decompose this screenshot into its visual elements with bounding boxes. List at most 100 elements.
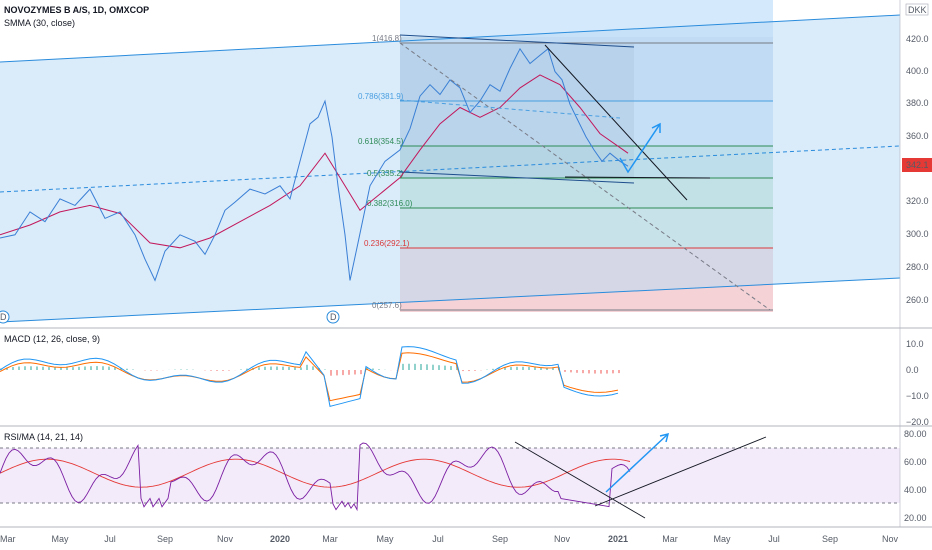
macd-histogram-bar [12,366,14,370]
macd-histogram-bar [594,370,596,374]
price-tick-label: 300.0 [906,229,929,239]
macd-histogram-bar [276,366,278,370]
current-price-label: 342.1 [906,160,929,170]
time-tick-label: Mar [322,534,338,544]
time-tick-label: May [51,534,69,544]
currency-badge [905,3,929,16]
fib-level-label: 0.382(316.0) [367,199,413,208]
macd-histogram-bar [222,370,224,371]
dividend-marker[interactable] [0,310,10,324]
projection-arrowhead [651,122,661,133]
macd-histogram-bar [288,366,290,370]
main-pane[interactable]: 1(416.8) 0.786(381.9) 0.618(354.5) 0.5(335.… [0,0,901,324]
macd-histogram-bar [96,366,98,370]
fib-level-label: 0.618(354.5) [358,137,404,146]
macd-histogram-bar [36,366,38,370]
support-line [564,176,711,179]
rsi-ma-line [0,458,631,488]
macd-histogram-bar [300,367,302,370]
macd-histogram-bar [546,367,548,370]
rsi-band [0,448,900,503]
indicator-title: SMMA (30, close) [4,18,75,28]
macd-histogram-bar [108,366,110,370]
time-axis[interactable]: Mar May Jul Sep Nov 2020 Mar May Jul Sep Nov 2021 Ma… [0,534,898,544]
macd-tick-label: −20.0 [906,417,929,427]
macd-histogram-bar [510,367,512,370]
macd-histogram-bar [306,364,308,370]
macd-tick-label: 10.0 [906,339,924,349]
bottom-trendline [399,171,635,184]
macd-histogram-bar [240,369,242,370]
fib-level-label: 0.5(335.2) [367,169,404,178]
macd-histogram-bar [570,370,572,373]
macd-histogram-bar [516,366,518,370]
macd-histogram-bar [264,366,266,370]
macd-histogram-bar [408,363,410,370]
rsi-downtrend-line [514,441,646,519]
time-tick-label: Jul [104,534,116,544]
price-tick-label: 280.0 [906,262,929,272]
projection-arrow [619,123,661,174]
macd-histogram-bar [336,370,338,376]
time-tick-label: Sep [157,534,173,544]
macd-histogram-bar [30,366,32,370]
macd-histogram-bar [450,366,452,370]
macd-histogram-bar [54,367,56,370]
time-tick-label: 2021 [608,534,628,544]
price-tick-label: 360.0 [906,131,929,141]
macd-histogram-bar [414,363,416,370]
fib-level-lines: 1(416.8) 0.786(381.9) 0.618(354.5) 0.5(335.… [358,34,773,311]
macd-histogram-bar [360,370,362,375]
macd-histogram-bar [282,366,284,370]
rsi-tick-label: 60.00 [904,457,927,467]
time-tick-label: Nov [554,534,571,544]
price-tick-label: 380.0 [906,98,929,108]
macd-histogram-bar [120,367,122,370]
macd-histogram-bar [228,370,230,371]
macd-histogram-bar [270,366,272,370]
time-tick-label: Nov [217,534,234,544]
time-tick-label: Sep [492,534,508,544]
macd-histogram-bar [378,369,380,370]
rsi-tick-label: 40.00 [904,485,927,495]
macd-histogram-bar [78,366,80,370]
dividend-marker-label: D [0,312,7,322]
macd-histogram-bar [66,367,68,370]
macd-histogram-bar [612,370,614,374]
price-tick-label: 400.0 [906,66,929,76]
macd-histogram-bar [498,368,500,370]
macd-tick-label: 0.0 [906,365,919,375]
time-tick-label: May [713,534,731,544]
time-tick-label: Mar [662,534,678,544]
fib-diagonal [399,42,771,311]
macd-histogram-bar [84,366,86,370]
macd-histogram-bar [48,367,50,370]
macd-signal-line [0,352,619,402]
fib-level-label: 0(257.6) [372,301,402,310]
macd-histogram-bar [372,368,374,370]
time-tick-label: Mar [0,534,16,544]
macd-histogram-bar [42,366,44,370]
macd-histogram-bar [114,367,116,370]
rsi-pane[interactable]: RSI/MA (14, 21, 14) 80.00 60.00 40.00 20.00 [0,429,927,523]
macd-histogram-bar [426,364,428,370]
macd-histogram-bar [324,369,326,370]
dividend-marker[interactable] [326,310,340,324]
smma-line [0,74,629,249]
macd-histogram-bar [582,370,584,374]
channel-upper-line [0,14,901,63]
channel-lower-line [0,277,901,323]
price-line [0,47,629,282]
macd-pane[interactable]: MACD (12, 26, close, 9) 10.0 0.0 −10.0 −20.… [0,334,929,427]
macd-histogram-bar [468,370,470,372]
macd-histogram-bar [504,367,506,370]
macd-histogram-bar [90,366,92,370]
macd-histogram-bar [216,370,218,371]
price-axis[interactable]: DKK 420.0400.0380.0360.0340.0320.0300.02… [900,0,932,328]
time-tick-label: 2020 [270,534,290,544]
time-tick-label: May [376,534,394,544]
macd-histogram-bar [438,365,440,370]
macd-histogram-bar [294,367,296,370]
macd-histogram-bar [588,370,590,374]
